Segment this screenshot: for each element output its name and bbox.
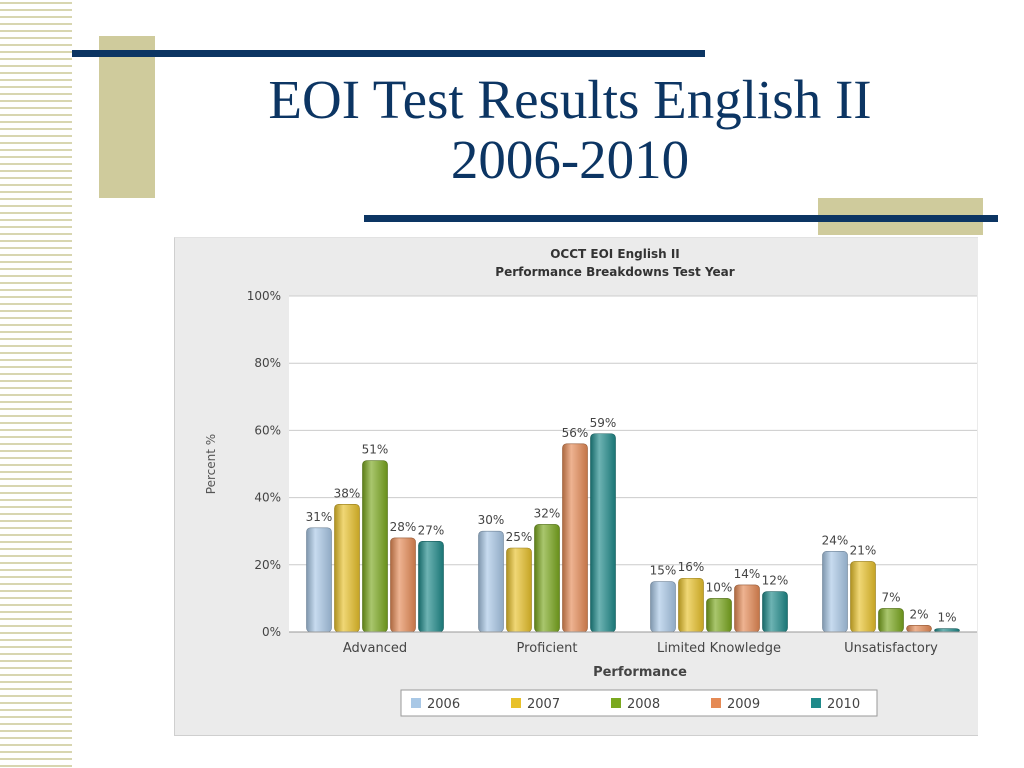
- tan-accent-block-left: [99, 36, 155, 198]
- bar-2006-advanced: [306, 527, 332, 633]
- x-tick-label: Proficient: [517, 641, 578, 656]
- data-label: 10%: [706, 580, 733, 594]
- axes: 0% 20% 40% 60% 80% 100% Advanced Proficient Limi…: [247, 289, 977, 656]
- data-label: 15%: [650, 564, 677, 578]
- data-label: 56%: [562, 426, 589, 440]
- data-label: 24%: [822, 533, 849, 547]
- data-label: 59%: [590, 416, 617, 430]
- legend: 2006 2007 2008 2009 2010: [400, 689, 878, 717]
- data-label: 2%: [909, 607, 928, 621]
- data-label: 28%: [390, 520, 417, 534]
- data-label: 25%: [506, 530, 533, 544]
- data-label: 32%: [534, 506, 561, 520]
- data-label: 30%: [478, 513, 505, 527]
- legend-swatch: [411, 698, 421, 708]
- bar-2010-proficient: [590, 433, 616, 633]
- bar-2010-limited-knowledge: [762, 591, 788, 633]
- left-stripe-decoration: [0, 0, 72, 768]
- bar-2007-proficient: [506, 547, 532, 633]
- y-tick-label: 0%: [262, 625, 281, 639]
- y-tick-label: 20%: [254, 558, 281, 572]
- bar-2009-limited-knowledge: [734, 584, 760, 633]
- legend-box: [400, 689, 878, 717]
- bar-2008-advanced: [362, 460, 388, 633]
- bar-2009-advanced: [390, 537, 416, 633]
- legend-label: 2008: [627, 697, 660, 712]
- data-label: 27%: [418, 523, 445, 537]
- x-tick-label: Unsatisfactory: [844, 641, 938, 656]
- y-axis-title: Percent %: [204, 434, 218, 494]
- bar-2007-advanced: [334, 504, 360, 633]
- legend-swatch: [811, 698, 821, 708]
- bar-2008-limited-knowledge: [706, 598, 732, 633]
- data-label: 7%: [881, 590, 900, 604]
- legend-swatch: [711, 698, 721, 708]
- bar-2006-unsatisfactory: [822, 551, 848, 633]
- bar-2006-limited-knowledge: [650, 581, 676, 633]
- data-label: 38%: [334, 486, 361, 500]
- legend-label: 2009: [727, 697, 760, 712]
- navy-rule-top: [72, 50, 705, 57]
- slide-title: EOI Test Results English II 2006-2010: [160, 70, 980, 190]
- bar-2010-advanced: [418, 540, 444, 633]
- chart-title: OCCT EOI English II: [550, 247, 680, 261]
- legend-swatch: [611, 698, 621, 708]
- data-label: 1%: [937, 611, 956, 625]
- legend-label: 2010: [827, 697, 860, 712]
- x-axis-title: Performance: [593, 665, 687, 680]
- chart-frame: 31% 38% 51% 28% 27% 30% 25% 32% 56% 59% 15% 16% 10% 1…: [174, 237, 978, 736]
- legend-swatch: [511, 698, 521, 708]
- bar-2006-proficient: [478, 530, 504, 633]
- slide-title-line2: 2006-2010: [450, 129, 690, 190]
- y-tick-label: 60%: [254, 423, 281, 437]
- chart-subtitle: Performance Breakdowns Test Year: [495, 265, 734, 279]
- bar-2008-proficient: [534, 524, 560, 633]
- bar-2010-unsatisfactory: [934, 628, 960, 633]
- bar-2007-limited-knowledge: [678, 577, 704, 633]
- navy-rule-bottom: [364, 215, 998, 222]
- legend-label: 2006: [427, 697, 460, 712]
- data-label: 51%: [362, 443, 389, 457]
- legend-label: 2007: [527, 697, 560, 712]
- bar-2009-unsatisfactory: [906, 624, 932, 633]
- data-labels: 31%38%51%28% 27%30%25%32%56%59%15% 16%10%1…: [306, 416, 957, 625]
- data-label: 21%: [850, 543, 877, 557]
- x-tick-label: Limited Knowledge: [657, 641, 781, 656]
- bar-chart: 31%38%51%28% 27%30%25%32%56%59%15% 16%10%1…: [204, 247, 977, 717]
- x-tick-label: Advanced: [343, 641, 407, 656]
- y-tick-label: 40%: [254, 491, 281, 505]
- y-tick-label: 80%: [254, 356, 281, 370]
- bar-2007-unsatisfactory: [850, 561, 876, 633]
- bar-2008-unsatisfactory: [878, 608, 904, 633]
- data-label: 16%: [678, 560, 705, 574]
- y-tick-label: 100%: [247, 289, 281, 303]
- data-label: 12%: [762, 574, 789, 588]
- slide-title-line1: EOI Test Results English II: [268, 69, 872, 130]
- data-label: 31%: [306, 510, 333, 524]
- data-label: 14%: [734, 567, 761, 581]
- bar-2009-proficient: [562, 443, 588, 633]
